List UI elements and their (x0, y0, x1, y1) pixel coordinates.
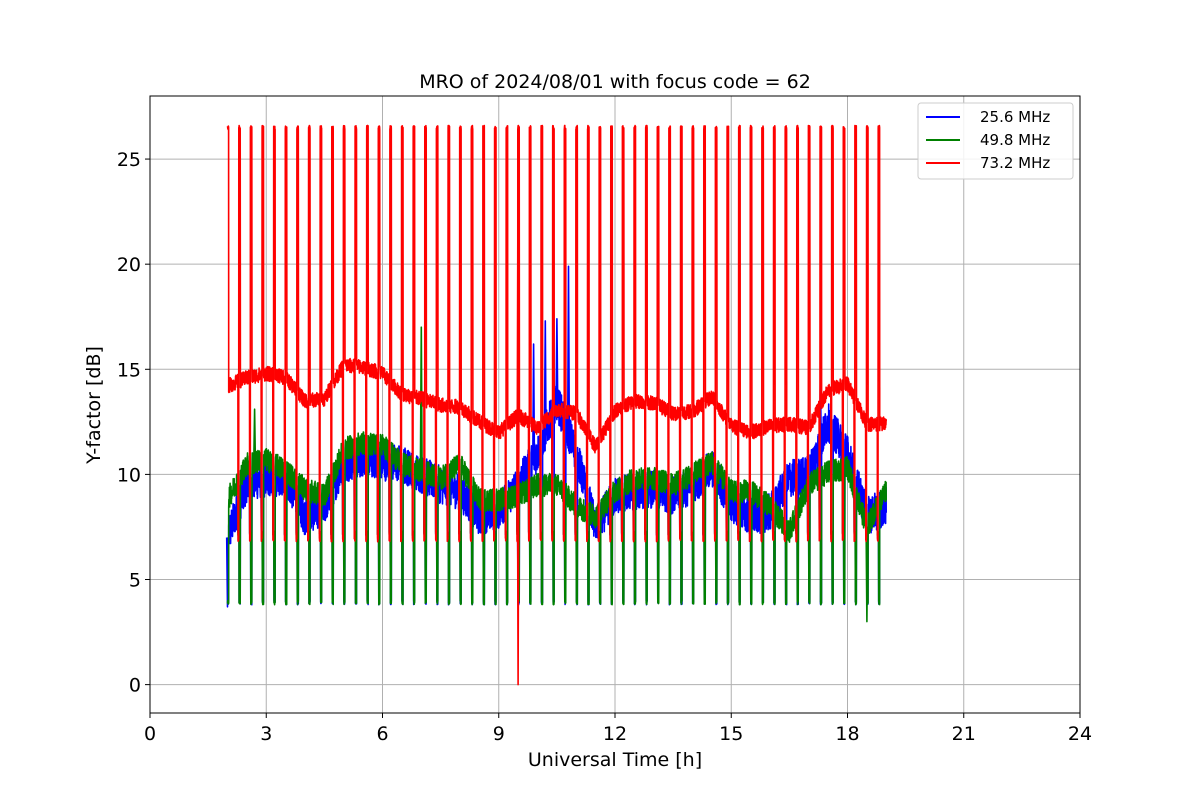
y-tick-label: 5 (129, 570, 141, 592)
y-axis-label: Y-factor [dB] (83, 346, 105, 465)
x-tick-label: 18 (835, 723, 859, 745)
x-axis-label: Universal Time [h] (528, 749, 702, 771)
legend-label: 73.2 MHz (980, 154, 1050, 172)
legend-label: 25.6 MHz (980, 108, 1050, 126)
x-tick-label: 3 (260, 723, 272, 745)
y-tick-label: 25 (117, 149, 141, 171)
series-line-2 (226, 326, 887, 623)
legend: 25.6 MHz 49.8 MHz 73.2 MHz (917, 102, 1074, 180)
y-tick-label: 10 (117, 464, 141, 486)
x-tick-label: 24 (1068, 723, 1092, 745)
y-tick-label: 15 (117, 359, 141, 381)
tick-layer: 0 3 6 9 12 15 18 21 24 0 5 10 15 20 25 (117, 149, 1092, 745)
series-layer (225, 124, 887, 686)
legend-label: 49.8 MHz (980, 131, 1050, 149)
series-line-3 (226, 124, 887, 686)
chart-title: MRO of 2024/08/01 with focus code = 62 (419, 71, 811, 93)
x-tick-label: 15 (719, 723, 743, 745)
y-tick-label: 0 (129, 675, 141, 697)
x-tick-label: 9 (493, 723, 505, 745)
x-tick-label: 6 (376, 723, 388, 745)
x-tick-label: 21 (952, 723, 976, 745)
x-tick-label: 12 (603, 723, 627, 745)
y-tick-label: 20 (117, 254, 141, 276)
grid-layer (149, 96, 1081, 713)
legend-box (917, 102, 1074, 180)
x-tick-label: 0 (144, 723, 156, 745)
